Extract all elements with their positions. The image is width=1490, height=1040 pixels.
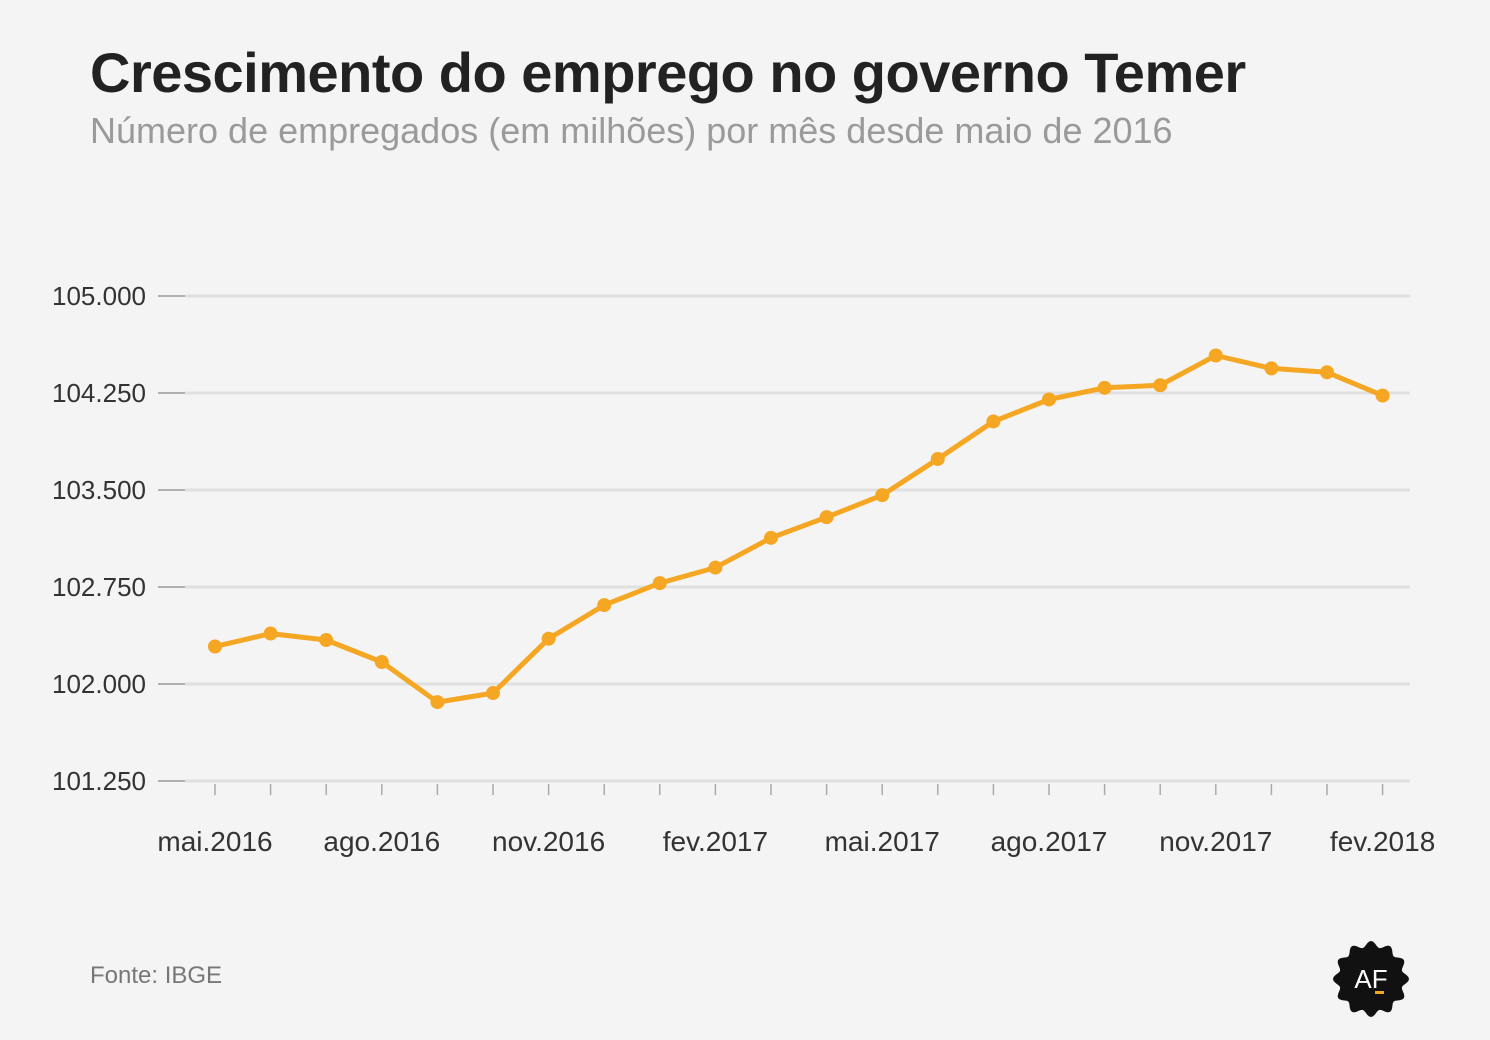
data-point bbox=[764, 530, 778, 545]
data-point bbox=[374, 655, 389, 670]
x-tick-label: fev.2018 bbox=[1330, 826, 1435, 857]
y-tick-label: 102.750 bbox=[52, 572, 146, 602]
data-point bbox=[486, 686, 500, 701]
series-line bbox=[212, 353, 1386, 705]
x-tick-label: ago.2017 bbox=[991, 826, 1108, 857]
y-axis-ticks: 105.000 104.250 103.500 102.750 102.000 101.2… bbox=[52, 281, 185, 796]
x-tick-label: nov.2016 bbox=[492, 826, 605, 857]
x-tick-label: mai.2016 bbox=[157, 826, 272, 857]
series-points bbox=[208, 348, 1390, 710]
logo-text: AF bbox=[1354, 964, 1387, 994]
data-point bbox=[819, 510, 834, 525]
data-point bbox=[1375, 388, 1390, 403]
logo-accent bbox=[1375, 991, 1384, 994]
y-tick-label: 101.250 bbox=[52, 766, 146, 796]
x-tick-label: ago.2016 bbox=[323, 826, 440, 857]
data-point bbox=[1097, 380, 1112, 395]
gridlines bbox=[185, 294, 1410, 783]
data-point bbox=[1320, 365, 1334, 380]
data-point bbox=[875, 488, 890, 503]
data-point bbox=[430, 695, 445, 710]
data-point bbox=[541, 631, 556, 646]
x-tick-label: mai.2017 bbox=[825, 826, 940, 857]
data-point bbox=[597, 598, 612, 613]
data-point bbox=[1208, 348, 1223, 363]
y-tick-label: 105.000 bbox=[52, 281, 146, 311]
data-point bbox=[1042, 392, 1056, 407]
data-point bbox=[1264, 361, 1279, 376]
y-tick-label: 104.250 bbox=[52, 378, 146, 408]
data-point bbox=[1153, 378, 1168, 393]
series-line-path bbox=[212, 353, 1386, 705]
chart-title: Crescimento do emprego no governo Temer bbox=[90, 41, 1246, 104]
data-point bbox=[708, 560, 723, 575]
data-point bbox=[930, 451, 945, 466]
x-axis-ticks: mai.2016 ago.2016 nov.2016 fev.2017 mai.2017… bbox=[157, 784, 1435, 857]
source-note: Fonte: IBGE bbox=[90, 962, 223, 989]
af-logo: AF bbox=[1333, 941, 1409, 1017]
y-tick-label: 102.000 bbox=[52, 669, 146, 699]
x-tick-label: fev.2017 bbox=[663, 826, 768, 857]
data-point bbox=[319, 633, 334, 648]
data-point bbox=[652, 576, 667, 591]
data-point bbox=[208, 639, 222, 654]
chart-subtitle: Número de empregados (em milhões) por mê… bbox=[90, 110, 1173, 151]
logo-badge-shape bbox=[1333, 941, 1409, 1017]
data-point bbox=[986, 414, 1001, 429]
data-point bbox=[263, 626, 278, 641]
y-tick-label: 103.500 bbox=[52, 475, 146, 505]
x-tick-label: nov.2017 bbox=[1159, 826, 1272, 857]
